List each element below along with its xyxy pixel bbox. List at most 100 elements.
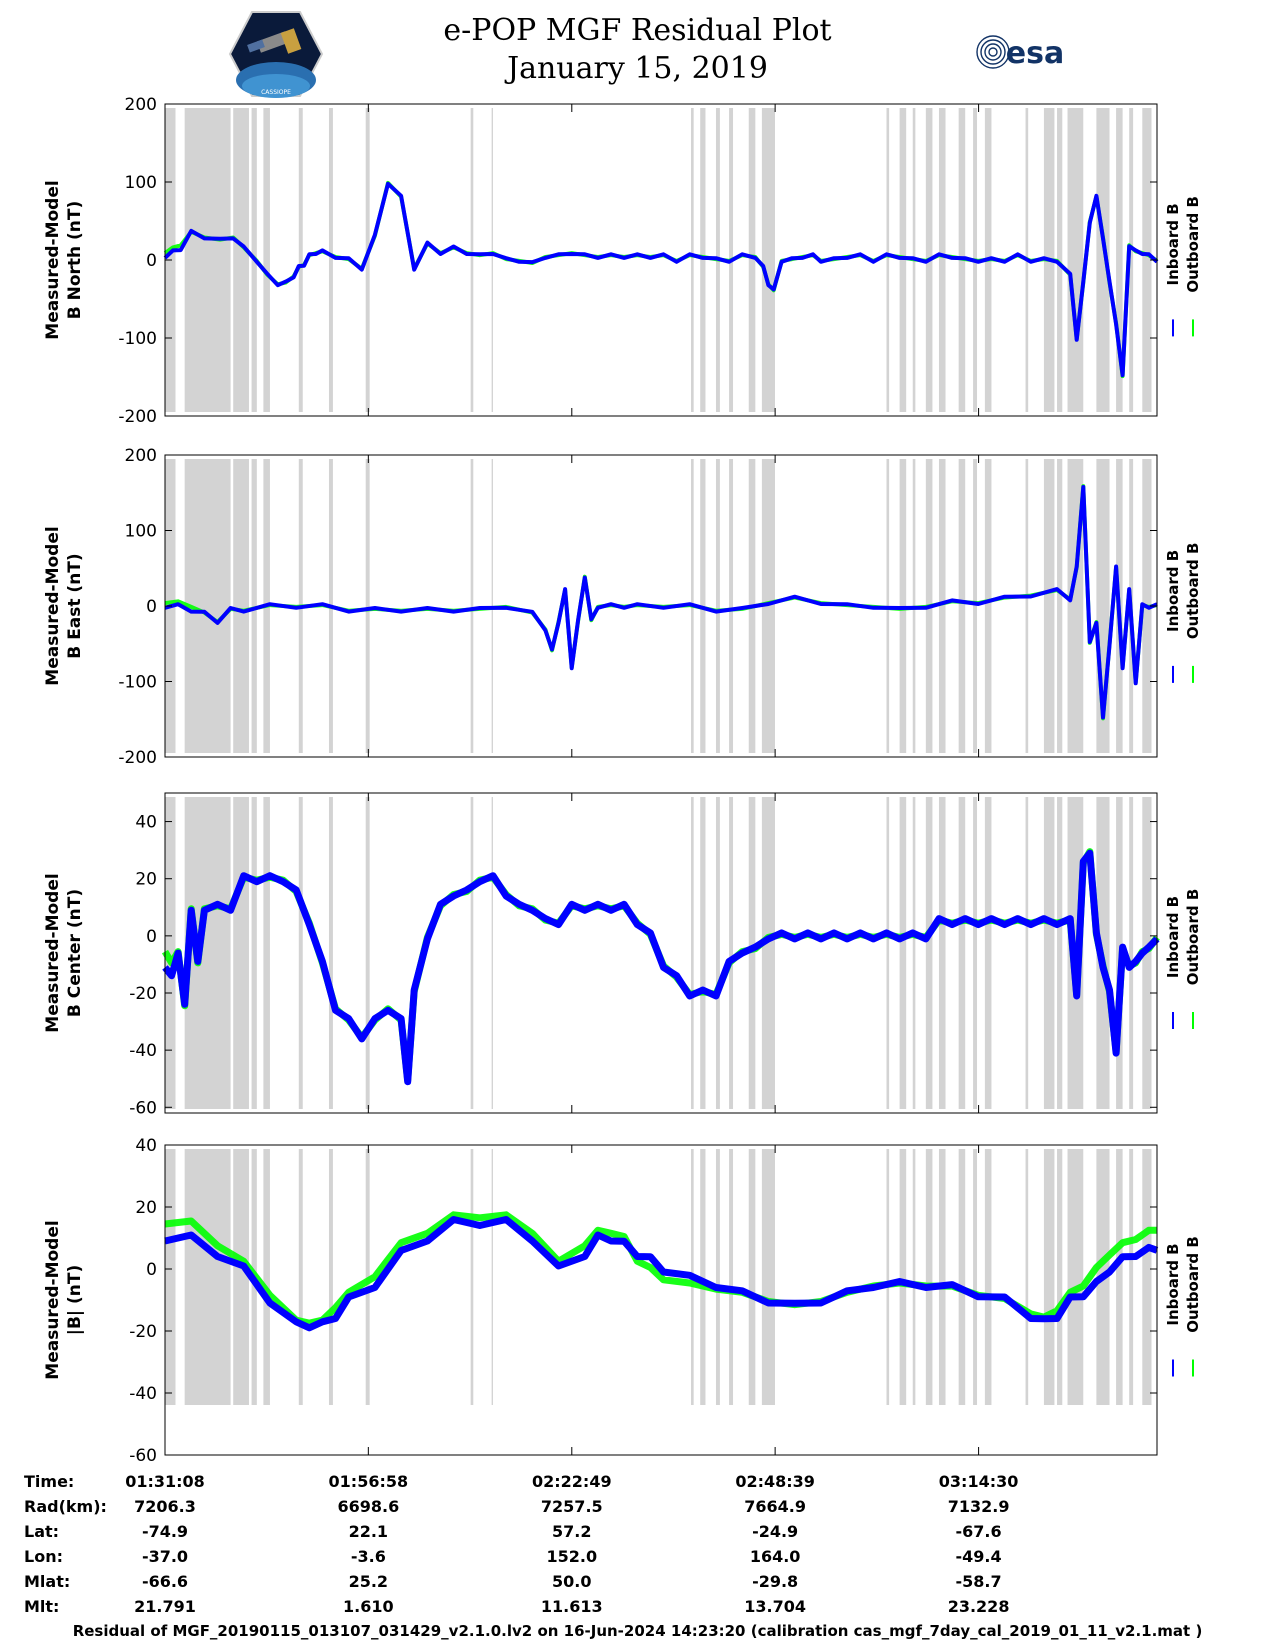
y-axis-label: |B| (nT) [65,1265,85,1336]
y-axis-label: Measured-Model [43,1220,63,1379]
gap-shading [184,797,231,1109]
gap-shading [729,1149,734,1405]
legend-entry: Inboard B [1164,550,1182,632]
gap-shading [973,1149,978,1405]
gap-shading [1129,1149,1134,1405]
gap-shading [715,797,720,1109]
y-axis-label: Measured-Model [43,180,63,339]
plot-frame [164,1144,1158,1456]
y-tick-label: -200 [118,748,157,768]
gap-shading [1142,1149,1152,1405]
gap-shading [938,797,946,1109]
footer-caption: Residual of MGF_20190115_013107_031429_v… [72,1622,1203,1640]
gap-shading [328,797,333,1109]
gap-shading [233,108,249,412]
legend-entry: Outboard B [1184,1236,1202,1333]
y-tick-label: 200 [125,95,157,115]
title-line-2: January 15, 2019 [507,51,768,86]
y-tick-label: 100 [125,173,157,193]
gap-shading [1043,1149,1055,1405]
y-axis-label: B Center (nT) [65,889,85,1017]
outboard-series-line [164,1211,1158,1327]
gap-shading [1043,459,1055,753]
y-axis-label: B North (nT) [65,201,85,320]
gap-shading [1025,459,1029,753]
inboard-series-line [163,181,1159,378]
y-tick-label: -100 [118,329,157,349]
y-tick-label: -200 [118,407,157,427]
gap-shading [1142,108,1152,412]
gap-shading [761,1149,775,1405]
y-axis-label: Measured-Model [43,526,63,685]
legend-entry: Inboard B [1164,896,1182,978]
y-tick-label: 200 [125,446,157,466]
gap-shading [886,108,890,412]
inboard-series-line [164,1216,1159,1332]
esa-logo-text: esa [1006,36,1064,71]
gap-shading [1116,108,1123,412]
y-tick-label: -40 [129,1041,157,1061]
gap-shading [1096,108,1110,412]
gap-shading [165,797,176,1109]
y-tick-label: -60 [129,1446,157,1466]
y-tick-label: 40 [135,1136,157,1156]
y-tick-label: -20 [129,1322,157,1342]
gap-shading [263,108,270,412]
gap-shading [984,1149,992,1405]
legend-entry: Outboard B [1184,543,1202,640]
gap-shading [938,108,946,412]
esa-logo: esa [976,35,1064,71]
gap-shading [984,797,992,1109]
gap-shading [491,797,493,1109]
gap-shading [365,459,370,753]
gap-shading [715,1149,720,1405]
gap-shading [700,108,706,412]
title-line-1: e-POP MGF Residual Plot [443,13,832,48]
y-tick-label: -20 [129,984,157,1004]
gap-shading [729,459,734,753]
gap-shading [691,797,694,1109]
gap-shading [925,797,933,1109]
gap-shading [700,797,706,1109]
gap-shading [470,1149,474,1405]
y-tick-label: 0 [146,927,157,947]
inboard-series-line [162,849,1160,1086]
inboard-series-line [164,485,1158,720]
gap-shading [470,108,474,412]
gap-shading [938,459,946,753]
outboard-series-line [164,484,1158,721]
gap-shading [1057,108,1063,412]
gap-shading [938,1149,946,1405]
gap-shading [298,108,303,412]
legend-entry: Inboard B [1164,203,1182,285]
gap-shading [886,797,890,1109]
y-tick-label: -60 [129,1098,157,1118]
y-tick-label: -100 [118,673,157,693]
gap-shading [973,459,978,753]
gap-shading [470,797,474,1109]
gap-shading [1043,797,1055,1109]
gap-shading [233,797,249,1109]
gap-shading [1057,797,1063,1109]
gap-shading [251,797,257,1109]
gap-shading [1025,797,1029,1109]
gap-shading [184,108,231,412]
legend-entry: Outboard B [1184,196,1202,293]
outboard-series-line [163,180,1159,379]
y-tick-label: 40 [135,813,157,833]
y-tick-label: -40 [129,1384,157,1404]
gap-shading [165,1149,176,1405]
gap-shading [886,1149,890,1405]
y-tick-label: 20 [135,1198,157,1218]
gap-shading [263,1149,270,1405]
gap-shading [263,797,270,1109]
legend-entry: Outboard B [1184,889,1202,986]
gap-shading [1129,797,1134,1109]
gap-shading [958,1149,966,1405]
legend-entry: Inboard B [1164,1243,1182,1325]
y-tick-label: 0 [146,597,157,617]
y-tick-label: 0 [146,1260,157,1280]
y-axis-label: B East (nT) [65,553,85,658]
y-tick-label: 20 [135,870,157,890]
